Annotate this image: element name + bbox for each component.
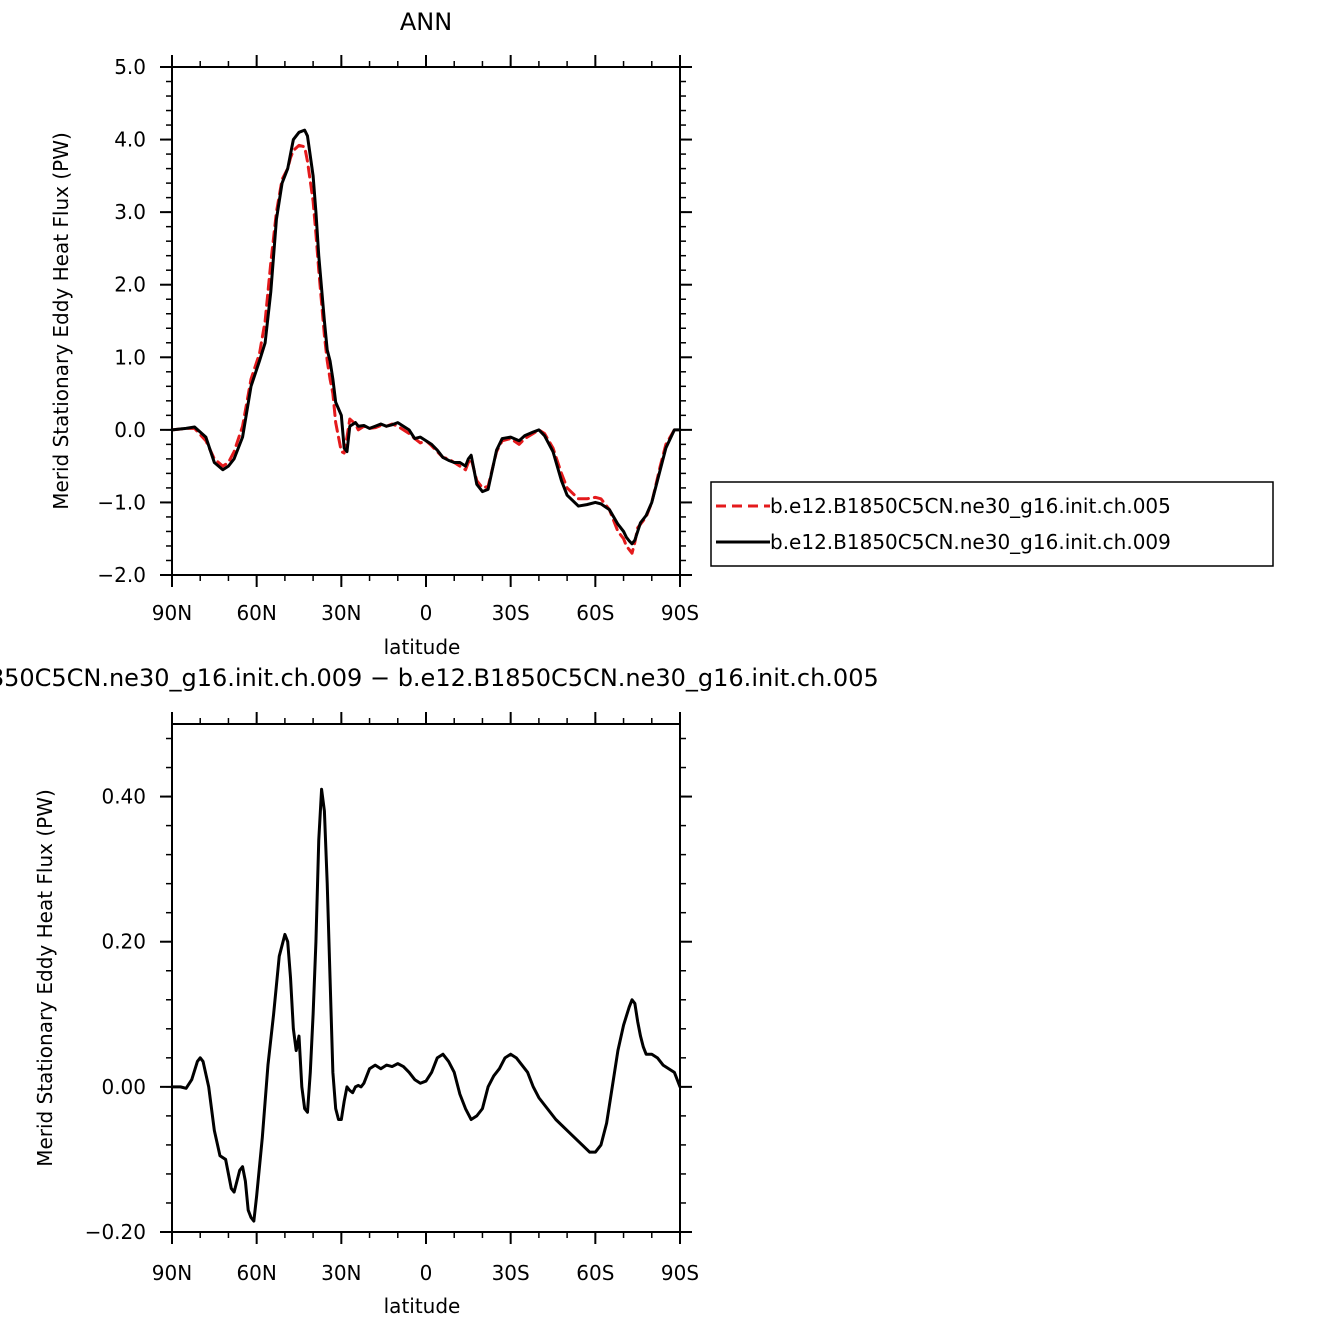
legend-entry-1: b.e12.B1850C5CN.ne30_g16.init.ch.005 bbox=[770, 494, 1171, 518]
x-tick-label: 90N bbox=[152, 1261, 192, 1285]
chart-panel-1: ANN −2.0 −1.0 0.0 1.0 2.0 3.0 4.0 5.0 90N 60N 30N 0 3… bbox=[49, 8, 1274, 659]
x-tick-label: 60N bbox=[236, 1261, 276, 1285]
y-tick-label: 4.0 bbox=[114, 128, 146, 152]
y-tick-label: 0.00 bbox=[101, 1075, 146, 1099]
chart-title: ANN bbox=[400, 8, 452, 36]
x-tick-label: 60S bbox=[576, 601, 614, 625]
y-tick-label: 5.0 bbox=[114, 55, 146, 79]
chart-title: b.e12.B1850C5CN.ne30_g16.init.ch.009 − b… bbox=[0, 664, 879, 692]
y-tick-label: −0.20 bbox=[85, 1220, 146, 1244]
legend-entry-2: b.e12.B1850C5CN.ne30_g16.init.ch.009 bbox=[770, 530, 1171, 554]
x-tick-label: 30S bbox=[492, 1261, 530, 1285]
y-tick-label: 0.0 bbox=[114, 418, 146, 442]
x-tick-label: 30S bbox=[492, 601, 530, 625]
x-axis-label: latitude bbox=[384, 635, 461, 659]
series-line-2 bbox=[170, 128, 682, 546]
legend-box bbox=[710, 481, 1274, 567]
x-tick-label: 90N bbox=[152, 601, 192, 625]
y-tick-label: 0.20 bbox=[101, 930, 146, 954]
y-tick-label: 3.0 bbox=[114, 200, 146, 224]
chart-panel-2: b.e12.B1850C5CN.ne30_g16.init.ch.009 − b… bbox=[0, 664, 879, 1318]
x-tick-label: 30N bbox=[321, 601, 361, 625]
y-axis-label: Merid Stationary Eddy Heat Flux (PW) bbox=[49, 132, 73, 510]
x-tick-label: 60N bbox=[236, 601, 276, 625]
y-tick-label: 2.0 bbox=[114, 273, 146, 297]
y-axis-label: Merid Stationary Eddy Heat Flux (PW) bbox=[33, 789, 57, 1167]
x-tick-label: 30N bbox=[321, 1261, 361, 1285]
y-tick-label: −2.0 bbox=[97, 563, 146, 587]
y-tick-label: 1.0 bbox=[114, 345, 146, 369]
x-tick-label: 90S bbox=[661, 1261, 699, 1285]
x-axis-label: latitude bbox=[384, 1294, 461, 1318]
legend: b.e12.B1850C5CN.ne30_g16.init.ch.005 b.e1… bbox=[710, 481, 1274, 567]
x-tick-label: 0 bbox=[420, 1261, 433, 1285]
x-tick-label: 90S bbox=[661, 601, 699, 625]
x-tick-label: 0 bbox=[420, 601, 433, 625]
y-tick-label: 0.40 bbox=[101, 785, 146, 809]
x-tick-label: 60S bbox=[576, 1261, 614, 1285]
y-tick-label: −1.0 bbox=[97, 490, 146, 514]
series-line-1 bbox=[170, 787, 682, 1223]
